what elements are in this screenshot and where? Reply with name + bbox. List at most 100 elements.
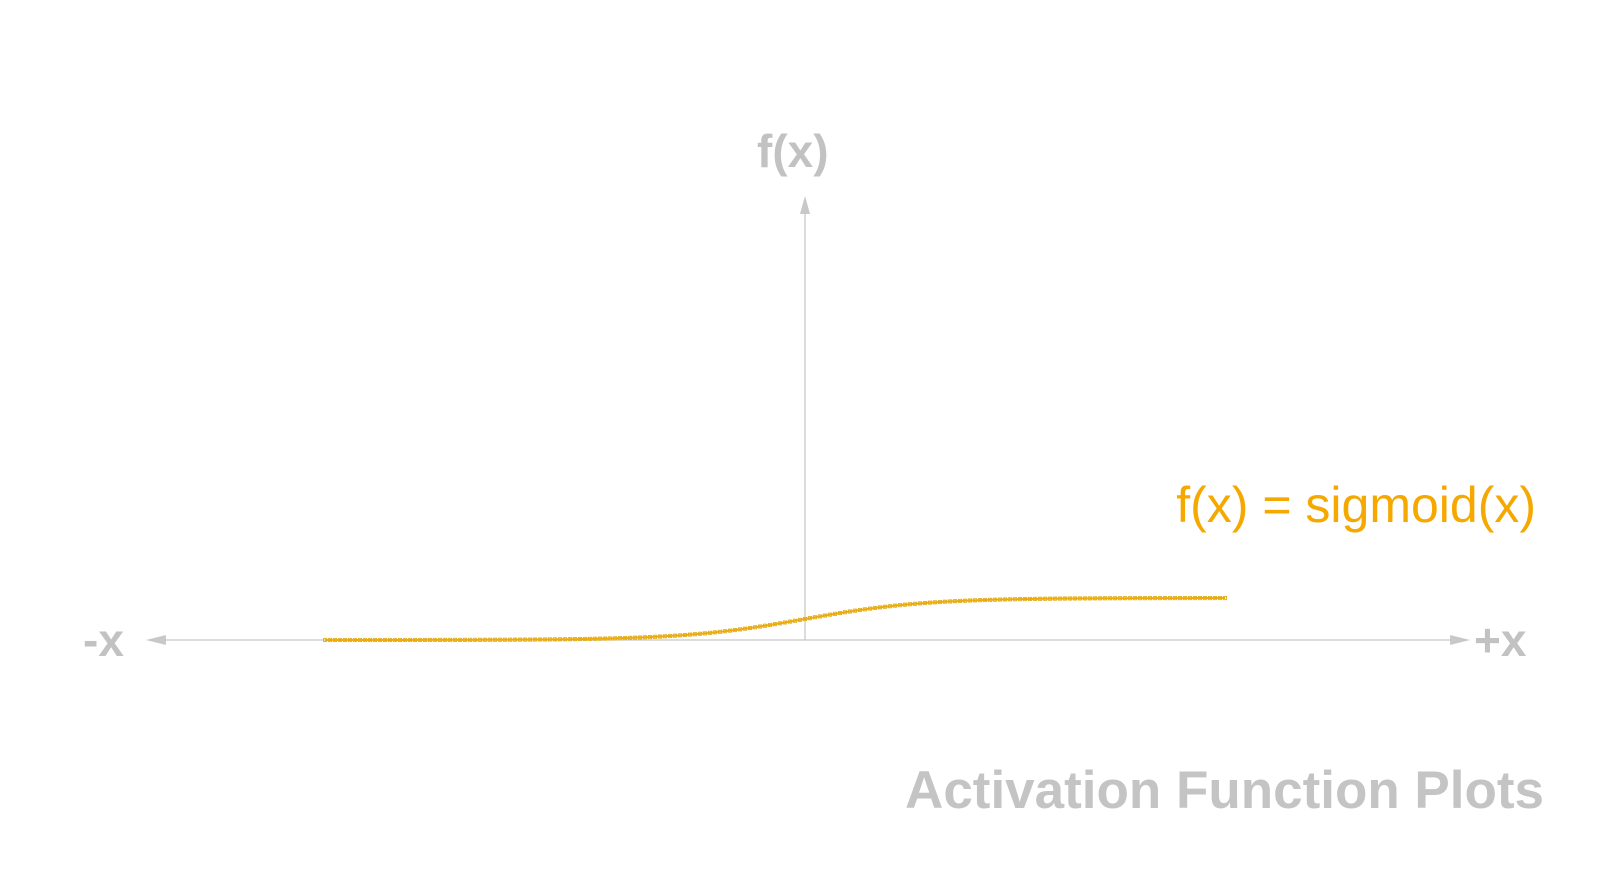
curve-point [732, 627, 738, 633]
curve-point [357, 637, 363, 643]
curve-point [377, 637, 383, 643]
curve-point [867, 606, 873, 611]
curve-point [542, 637, 548, 642]
curve-point [762, 623, 768, 628]
curve-point [997, 597, 1003, 602]
curve-point [1137, 596, 1143, 601]
curve-point [827, 612, 833, 617]
curve-point [662, 634, 668, 639]
curve-point [917, 601, 923, 606]
curve-point [507, 637, 513, 642]
curve-point [487, 637, 493, 642]
curve-point [1087, 596, 1093, 601]
curve-point [907, 602, 913, 607]
curve-point [1222, 595, 1228, 601]
curve-point [782, 620, 788, 625]
curve-point [737, 627, 743, 632]
curve-point [897, 603, 903, 608]
curve-point [557, 637, 563, 642]
curve-point [552, 637, 558, 642]
curve-point [342, 637, 348, 643]
curve-point [362, 637, 368, 643]
curve-point [807, 616, 813, 621]
curve-point [677, 633, 683, 638]
curve-point [1062, 596, 1068, 601]
curve-point [352, 637, 358, 643]
curve-point [652, 634, 658, 639]
curve-point [747, 625, 753, 631]
curve-point [1172, 596, 1178, 601]
curve-point [887, 604, 893, 609]
curve-point [812, 615, 818, 620]
curve-point [752, 625, 758, 630]
curve-point [1132, 596, 1138, 601]
curve-point [787, 619, 793, 624]
curve-point [1147, 596, 1153, 601]
curve-point [442, 637, 448, 642]
curve-point [757, 624, 763, 629]
curve-point [532, 637, 538, 642]
curve-point [622, 635, 628, 641]
curve-point [692, 632, 698, 637]
curve-point [547, 637, 553, 642]
curve-point [607, 636, 613, 641]
curve-point [457, 637, 463, 642]
curve-point [962, 598, 968, 603]
curve-point [407, 637, 413, 642]
curve-point [707, 630, 713, 635]
curve-point [902, 602, 908, 607]
curve-point [602, 636, 608, 641]
curve-point [647, 635, 653, 640]
curve-point [1067, 596, 1073, 601]
curve-point [427, 637, 433, 642]
curve-point [877, 605, 883, 610]
curve-point [817, 614, 823, 619]
curve-point [742, 626, 748, 631]
curve-point [372, 637, 378, 643]
curve-point [1157, 596, 1163, 601]
curve-point [562, 637, 568, 642]
curve-point [1202, 596, 1208, 601]
y-axis-arrow-up [800, 196, 810, 214]
curve-point [437, 637, 443, 642]
curve-point [1047, 596, 1053, 601]
curve-point [632, 635, 638, 640]
curve-point [1167, 596, 1173, 601]
curve-point [637, 635, 643, 640]
curve-point [822, 613, 828, 618]
curve-point [1177, 596, 1183, 601]
curve-point [597, 636, 603, 641]
curve-point [702, 631, 708, 636]
curve-point [882, 604, 888, 609]
curve-point [672, 633, 678, 638]
curve-point [792, 618, 798, 623]
curve-point [617, 636, 623, 641]
curve-point [1097, 596, 1103, 601]
curve-point [592, 636, 598, 641]
curve-point [892, 603, 898, 608]
curve-point [567, 637, 573, 642]
curve-point [482, 637, 488, 642]
curve-point [852, 608, 858, 613]
curve-point [1197, 596, 1203, 601]
curve-point [417, 637, 423, 642]
curve-point [687, 632, 693, 637]
curve-point [1032, 596, 1038, 601]
curve-point [862, 607, 868, 612]
sigmoid-series [322, 595, 1228, 643]
curve-point [537, 637, 543, 642]
curve-point [367, 637, 373, 643]
curve-point [1142, 596, 1148, 601]
curve-point [572, 637, 578, 642]
curve-point [1152, 596, 1158, 601]
chart-title: Activation Function Plots [905, 761, 1544, 820]
curve-point [972, 598, 978, 603]
curve-point [947, 599, 953, 604]
curve-point [502, 637, 508, 642]
y-axis-label: f(x) [757, 125, 829, 177]
curve-point [797, 617, 803, 622]
curve-point [777, 621, 783, 626]
x-axis-arrow-right [1450, 635, 1470, 645]
curve-point [462, 637, 468, 642]
curve-point [977, 598, 983, 603]
